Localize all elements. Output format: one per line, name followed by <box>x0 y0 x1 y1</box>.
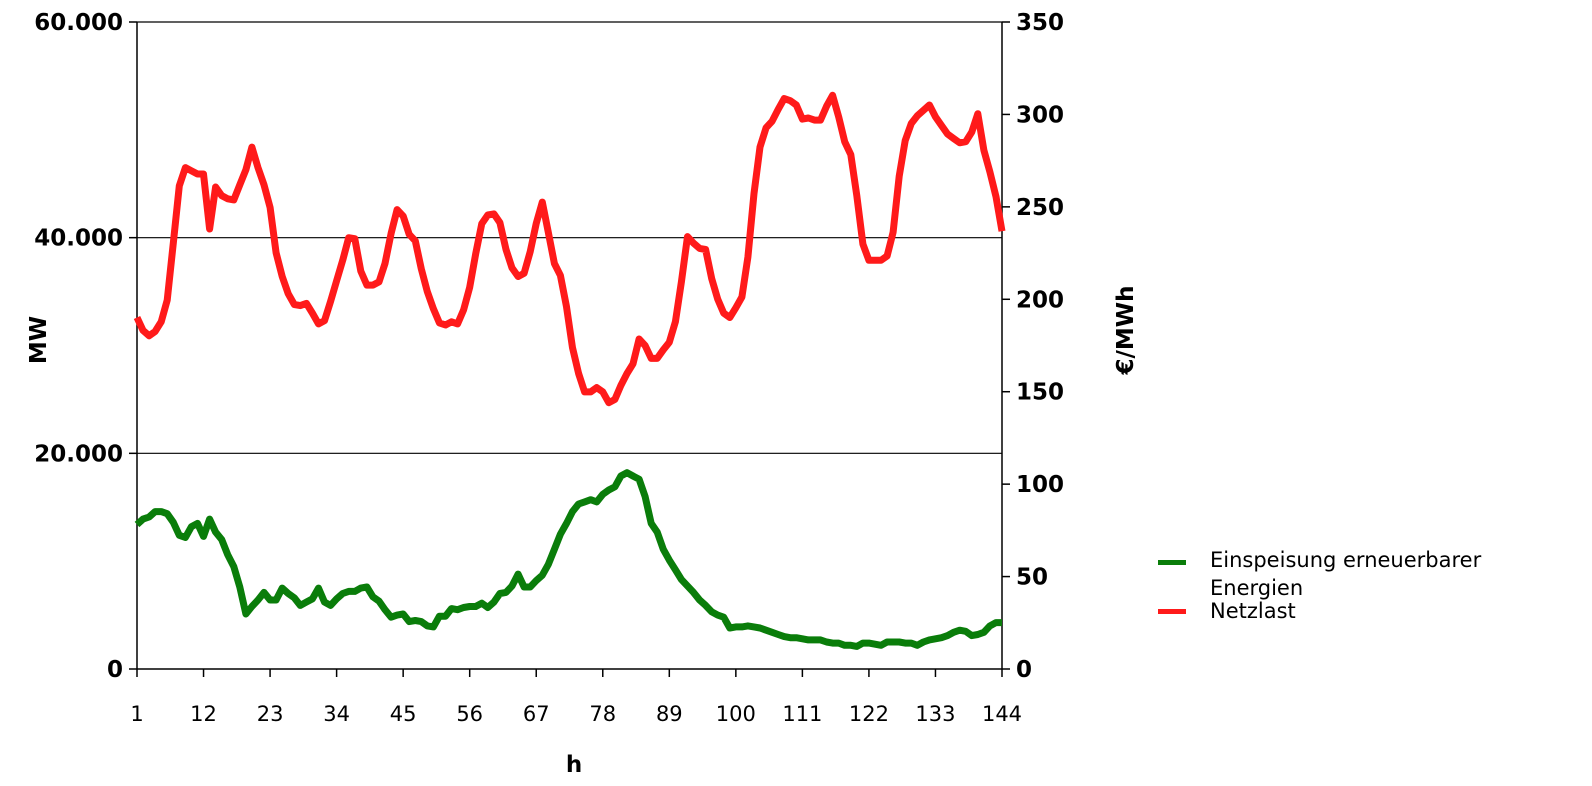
x-tick-label: 78 <box>589 702 616 726</box>
y-tick-right-label: 100 <box>1016 472 1064 498</box>
x-tick-label: 34 <box>323 702 350 726</box>
x-axis-title: h <box>566 752 582 778</box>
x-tick-label: 12 <box>190 702 217 726</box>
series-line-netzlast <box>133 91 1006 407</box>
x-tick-label: 122 <box>849 702 889 726</box>
y-tick-right-label: 150 <box>1016 380 1064 406</box>
y-tick-left-label: 0 <box>107 657 123 683</box>
x-tick-label: 45 <box>390 702 417 726</box>
x-tick-label: 1 <box>130 702 143 726</box>
x-tick-label: 89 <box>656 702 683 726</box>
legend-entry-netzlast: Netzlast <box>1150 599 1580 632</box>
y-tick-right-label: 200 <box>1016 287 1064 313</box>
x-tick-label: 100 <box>716 702 756 726</box>
x-tick-label: 56 <box>456 702 483 726</box>
axes <box>129 21 1010 677</box>
y-tick-right-label: 50 <box>1016 565 1048 591</box>
y-tick-left-label: 60.000 <box>34 10 123 36</box>
y-tick-left-label: 20.000 <box>34 441 123 467</box>
y-tick-right-label: 250 <box>1016 195 1064 221</box>
legend-label-renewables: Einspeisung erneuerbarer Energien <box>1210 548 1482 600</box>
x-tick-label: 144 <box>982 702 1022 726</box>
x-tick-label: 133 <box>915 702 955 726</box>
legend-swatch-netzlast <box>1158 609 1186 614</box>
y-tick-right-label: 300 <box>1016 102 1064 128</box>
x-tick-label: 67 <box>523 702 550 726</box>
legend-swatch-renewables <box>1158 560 1186 565</box>
y-tick-right-label: 0 <box>1016 657 1032 683</box>
y-tick-left-label: 40.000 <box>34 226 123 252</box>
legend-label-netzlast: Netzlast <box>1210 599 1296 623</box>
y-tick-right-label: 350 <box>1016 10 1064 36</box>
x-tick-label: 111 <box>782 702 822 726</box>
legend: Einspeisung erneuerbarer Energien Netzla… <box>1150 540 1580 632</box>
series-line-renewables <box>134 469 1002 650</box>
y-axis-title-left: MW <box>26 316 52 364</box>
gridlines <box>137 21 1002 454</box>
series-lines <box>133 91 1006 650</box>
tick-labels: 0 20.000 40.000 60.000 0 50 100 150 200 250 300 350… <box>34 10 1064 726</box>
x-tick-label: 23 <box>257 702 284 726</box>
y-axis-title-right: €/MWh <box>1113 285 1139 375</box>
legend-entry-renewables: Einspeisung erneuerbarer Energien <box>1150 540 1580 602</box>
